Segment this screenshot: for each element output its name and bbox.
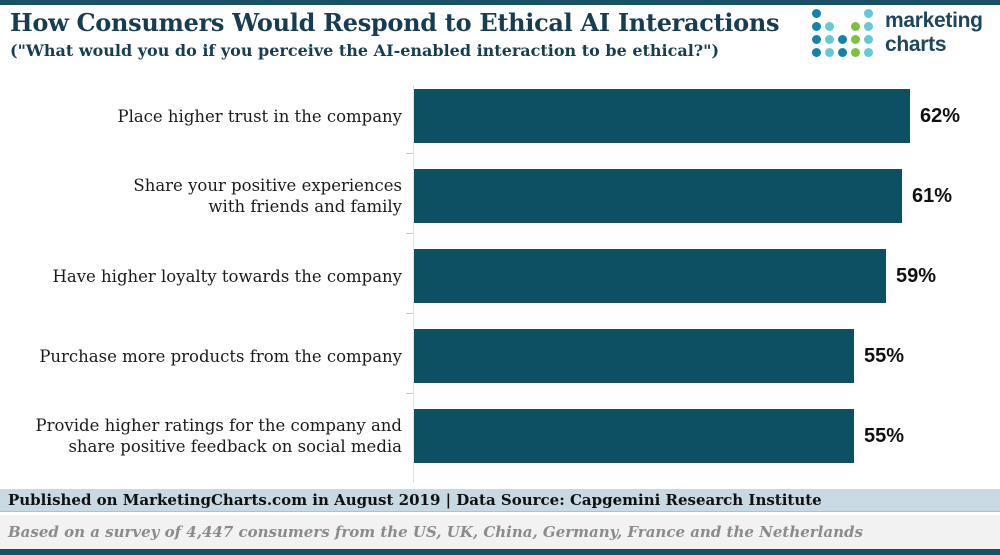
logo-dot bbox=[851, 22, 860, 31]
bar-area: 59% bbox=[414, 249, 1000, 303]
bar bbox=[414, 169, 902, 223]
chart-row: Provide higher ratings for the company a… bbox=[0, 405, 1000, 485]
logo-dot bbox=[812, 9, 821, 18]
logo-dot bbox=[812, 48, 821, 57]
category-axis-line bbox=[413, 85, 414, 483]
logo-dot bbox=[851, 35, 860, 44]
page-subtitle: ("What would you do if you perceive the … bbox=[10, 41, 720, 60]
logo-text-line1: marketing bbox=[885, 9, 983, 32]
category-label: Provide higher ratings for the company a… bbox=[35, 416, 403, 456]
bar-area: 61% bbox=[414, 169, 1000, 223]
category-label: Purchase more products from the company bbox=[39, 346, 402, 366]
published-band: Published on MarketingCharts.com in Augu… bbox=[0, 489, 1000, 512]
chart-rows: Place higher trust in the company 62% Sh… bbox=[0, 85, 1000, 485]
logo-dot bbox=[864, 35, 873, 44]
logo-dot bbox=[838, 35, 847, 44]
logo-dot bbox=[825, 35, 834, 44]
logo-text-line2: charts bbox=[885, 33, 947, 56]
category-label: Place higher trust in the company bbox=[117, 106, 402, 126]
chart-row: Share your positive experiences with fri… bbox=[0, 165, 1000, 245]
logo-dot bbox=[864, 9, 873, 18]
logo-wordmark: marketing charts bbox=[885, 9, 983, 57]
logo-dot bbox=[812, 35, 821, 44]
bar-area: 62% bbox=[414, 89, 1000, 143]
header: How Consumers Would Respond to Ethical A… bbox=[10, 8, 810, 61]
bar bbox=[414, 409, 854, 463]
bar bbox=[414, 329, 854, 383]
logo-dot bbox=[864, 48, 873, 57]
bar-area: 55% bbox=[414, 409, 1000, 463]
logo-dot bbox=[851, 48, 860, 57]
logo-dot bbox=[812, 22, 821, 31]
value-label: 55% bbox=[864, 344, 905, 367]
top-border bbox=[0, 0, 1000, 5]
chart-row: Place higher trust in the company 62% bbox=[0, 85, 1000, 165]
logo-dot bbox=[825, 22, 834, 31]
chart-row: Purchase more products from the company … bbox=[0, 325, 1000, 405]
value-label: 59% bbox=[896, 264, 937, 287]
page-title: How Consumers Would Respond to Ethical A… bbox=[10, 8, 780, 37]
axis-tick bbox=[406, 313, 413, 314]
value-label: 61% bbox=[912, 184, 953, 207]
bar-chart: Place higher trust in the company 62% Sh… bbox=[0, 85, 1000, 485]
bar-area: 55% bbox=[414, 329, 1000, 383]
category-label: Share your positive experiences with fri… bbox=[133, 176, 402, 216]
logo-dot bbox=[864, 22, 873, 31]
logo-dots-icon bbox=[812, 9, 873, 57]
bar bbox=[414, 249, 886, 303]
value-label: 55% bbox=[864, 424, 905, 447]
logo-dot bbox=[838, 48, 847, 57]
axis-tick bbox=[406, 153, 413, 154]
logo-dot bbox=[825, 48, 834, 57]
published-text: Published on MarketingCharts.com in Augu… bbox=[8, 491, 822, 509]
value-label: 62% bbox=[920, 104, 961, 127]
chart-row: Have higher loyalty towards the company … bbox=[0, 245, 1000, 325]
bottom-border bbox=[0, 549, 1000, 555]
marketingcharts-logo: marketing charts bbox=[812, 9, 983, 57]
survey-note-text: Based on a survey of 4,447 consumers fro… bbox=[8, 523, 863, 541]
axis-tick bbox=[406, 233, 413, 234]
category-label: Have higher loyalty towards the company bbox=[52, 266, 402, 286]
bar bbox=[414, 89, 910, 143]
axis-tick bbox=[406, 393, 413, 394]
survey-note-band: Based on a survey of 4,447 consumers fro… bbox=[0, 515, 1000, 549]
